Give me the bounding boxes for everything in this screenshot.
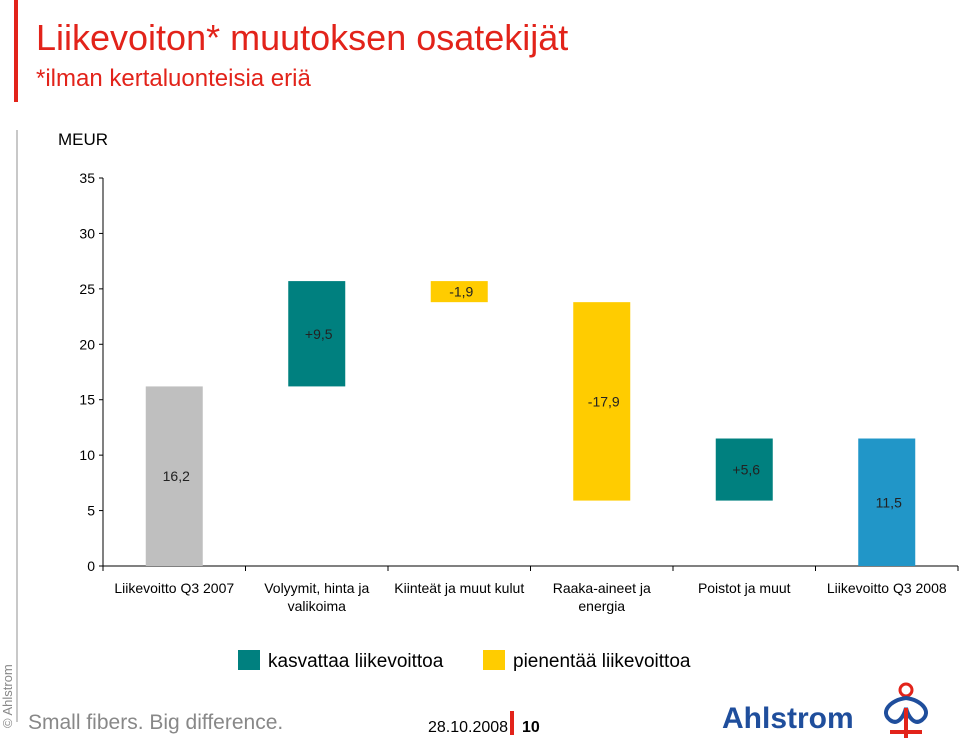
- footer-separator: [510, 711, 514, 735]
- y-tick-label: 15: [79, 392, 95, 408]
- tagline: Small fibers. Big difference.: [28, 711, 283, 734]
- value-label: 16,2: [163, 468, 190, 484]
- y-tick-label: 35: [79, 170, 95, 186]
- bar: [715, 438, 773, 501]
- y-tick-label: 25: [79, 281, 95, 297]
- legend-swatch: [483, 650, 505, 670]
- accent-bar: [14, 0, 18, 102]
- y-tick-label: 20: [79, 336, 95, 352]
- x-tick-label: Volyymit, hinta ja valikoima: [264, 580, 370, 614]
- page-number: 10: [522, 719, 540, 736]
- logo-mark: [884, 682, 928, 738]
- x-tick-label: Raaka-aineet ja energia: [552, 580, 651, 614]
- bar: [288, 281, 346, 387]
- x-tick-label: Kiinteät ja muut kulut: [394, 580, 525, 596]
- y-tick-label: 5: [87, 503, 95, 519]
- bar: [430, 281, 488, 303]
- x-tick-label: Poistot ja muut: [697, 580, 791, 596]
- x-tick-label: Liikevoitto Q3 2008: [826, 580, 947, 596]
- y-tick-label: 10: [79, 447, 95, 463]
- value-label: -17,9: [588, 393, 620, 409]
- value-label: 11,5: [876, 494, 902, 510]
- chart-subtitle: *ilman kertaluonteisia eriä: [36, 65, 311, 92]
- value-label: +5,6: [732, 462, 760, 478]
- bar: [145, 386, 203, 566]
- chart-title: Liikevoiton* muutoksen osatekijät: [36, 17, 568, 58]
- bar: [858, 438, 916, 566]
- y-axis-label: MEUR: [58, 130, 108, 149]
- legend-swatch: [238, 650, 260, 670]
- legend-label: pienentää liikevoittoa: [513, 651, 691, 672]
- legend-label: kasvattaa liikevoittoa: [268, 651, 444, 672]
- y-tick-label: 0: [87, 558, 95, 574]
- value-label: +9,5: [305, 326, 333, 342]
- y-tick-label: 30: [79, 225, 95, 241]
- bar: [573, 302, 631, 501]
- footer-date: 28.10.2008: [428, 719, 508, 736]
- copyright: © Ahlstrom: [0, 664, 15, 728]
- x-tick-label: Liikevoitto Q3 2007: [114, 580, 235, 596]
- value-label: -1,9: [449, 284, 473, 300]
- logo-text: Ahlstrom: [722, 702, 854, 735]
